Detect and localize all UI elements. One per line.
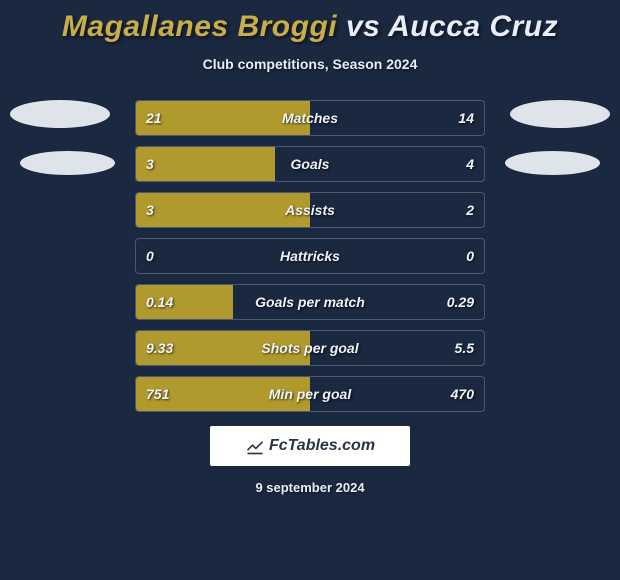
stat-row: 9.33Shots per goal5.5 <box>135 330 485 366</box>
stat-row: 3Goals4 <box>135 146 485 182</box>
stat-label: Matches <box>136 101 484 135</box>
player-right-badge-2 <box>505 151 600 175</box>
player-right-name: Aucca Cruz <box>388 10 558 43</box>
stat-value-right: 0 <box>466 239 474 273</box>
watermark-text: FcTables.com <box>269 437 375 455</box>
stat-label: Goals per match <box>136 285 484 319</box>
stat-row: 751Min per goal470 <box>135 376 485 412</box>
player-left-badge-2 <box>20 151 115 175</box>
stat-row: 21Matches14 <box>135 100 485 136</box>
stat-row: 0Hattricks0 <box>135 238 485 274</box>
stat-row: 3Assists2 <box>135 192 485 228</box>
date-label: 9 september 2024 <box>0 480 620 495</box>
stat-row: 0.14Goals per match0.29 <box>135 284 485 320</box>
subtitle: Club competitions, Season 2024 <box>0 56 620 72</box>
stat-value-right: 0.29 <box>447 285 474 319</box>
bars-container: 21Matches14 3Goals4 3Assists2 0Hattricks0 0.… <box>135 100 485 412</box>
stat-label: Shots per goal <box>136 331 484 365</box>
stats-area: 21Matches14 3Goals4 3Assists2 0Hattricks0 0.… <box>0 100 620 412</box>
stat-label: Assists <box>136 193 484 227</box>
player-left-badge-1 <box>10 100 110 128</box>
stat-value-right: 14 <box>458 101 474 135</box>
stat-value-right: 2 <box>466 193 474 227</box>
stat-label: Hattricks <box>136 239 484 273</box>
player-right-badge-1 <box>510 100 610 128</box>
stat-label: Goals <box>136 147 484 181</box>
stat-label: Min per goal <box>136 377 484 411</box>
player-left-name: Magallanes Broggi <box>62 10 337 43</box>
comparison-title: Magallanes Broggi vs Aucca Cruz <box>0 0 620 44</box>
title-vs: vs <box>346 10 380 43</box>
stat-value-right: 470 <box>451 377 474 411</box>
stat-value-right: 4 <box>466 147 474 181</box>
stat-value-right: 5.5 <box>455 331 474 365</box>
watermark: FcTables.com <box>210 426 410 466</box>
chart-icon <box>245 436 265 456</box>
